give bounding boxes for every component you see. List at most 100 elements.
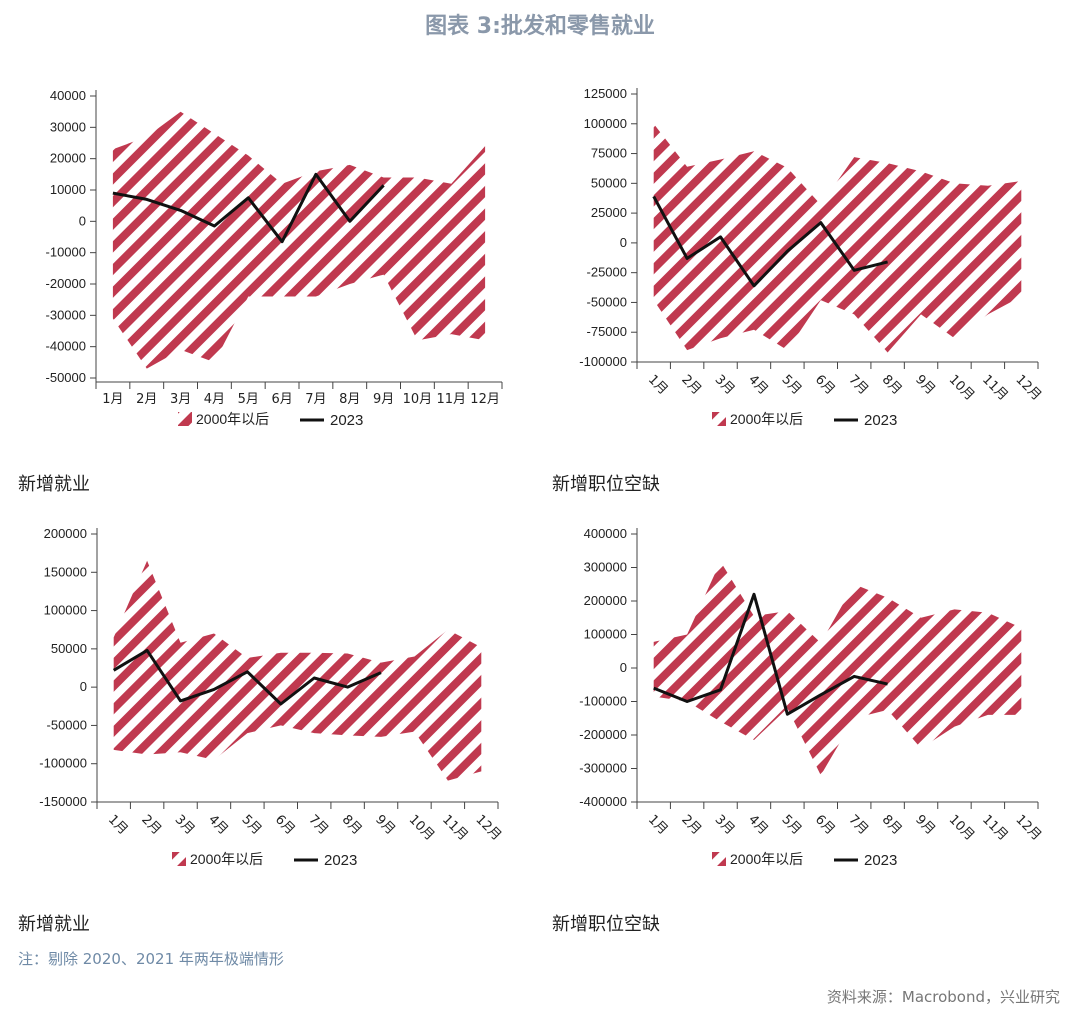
chart-2-svg: -100000 -75000 -50000 -25000 0 25000 50000 7500… — [579, 86, 1044, 429]
y-tick-label: 0 — [80, 679, 87, 694]
x-tick-label: 6月 — [812, 812, 838, 838]
y-tick-label: 0 — [79, 213, 86, 228]
legend-swatch-band — [178, 412, 192, 426]
y-tick-label: -20000 — [46, 276, 86, 291]
x-tick-label: 4月 — [205, 812, 231, 838]
x-tick-label: 7月 — [845, 372, 871, 398]
y-tick-label: 75000 — [591, 146, 627, 161]
legend-label-line: 2023 — [864, 852, 897, 869]
x-tick-label: 10月 — [406, 812, 437, 843]
y-tick-label: 100000 — [44, 603, 87, 618]
band-area — [112, 111, 486, 369]
chart-panel-1: -50000 -40000 -30000 -20000 -10000 0 10000 2000… — [0, 60, 540, 440]
y-tick: 50000 — [591, 175, 637, 190]
y-tick-label: -400000 — [579, 794, 627, 809]
y-tick: -100000 — [579, 354, 637, 369]
y-tick: 300000 — [584, 560, 637, 575]
y-tick: -25000 — [587, 265, 637, 280]
source-note: 资料来源：Macrobond，兴业研究 — [826, 988, 1060, 1006]
x-tick-label: 5月 — [239, 812, 265, 838]
y-tick: -10000 — [46, 245, 96, 260]
x-tick-label: 6月 — [271, 392, 292, 407]
x-tick-label: 8月 — [339, 812, 365, 838]
x-tick-label: 5月 — [238, 392, 259, 407]
y-tick-label: 200000 — [44, 526, 87, 541]
x-tick-label: 9月 — [912, 372, 938, 398]
y-tick: 25000 — [591, 205, 637, 220]
legend-swatch-band — [172, 852, 186, 866]
y-tick-label: 150000 — [44, 564, 87, 579]
y-tick: -200000 — [579, 727, 637, 742]
y-tick: 200000 — [584, 593, 637, 608]
legend: 2000年以后 2023 — [712, 851, 897, 869]
chart-1-caption: 新增就业 — [18, 474, 90, 495]
y-tick: -50000 — [587, 294, 637, 309]
page-title: 图表 3:批发和零售就业 — [425, 14, 655, 39]
x-tick-label: 12月 — [1012, 372, 1043, 403]
y-tick-label: -25000 — [587, 265, 627, 280]
x-tick-label: 5月 — [779, 812, 805, 838]
y-tick-label: -50000 — [587, 294, 627, 309]
footnote: 注：剔除 2020、2021 年两年极端情形 — [18, 950, 284, 968]
x-tick-label: 11月 — [439, 812, 470, 843]
x-tick-label: 4月 — [745, 812, 771, 838]
x-tick-label: 12月 — [472, 812, 503, 843]
band-area — [113, 560, 482, 781]
y-tick: 40000 — [50, 88, 96, 103]
y-tick: 75000 — [591, 146, 637, 161]
y-tick-label: 25000 — [591, 205, 627, 220]
x-tick-label: 9月 — [372, 812, 398, 838]
y-tick-label: 30000 — [50, 119, 86, 134]
y-tick-label: 50000 — [591, 175, 627, 190]
chart-3-caption: 新增就业 — [18, 914, 90, 935]
x-tick-label: 9月 — [373, 392, 394, 407]
y-tick-label: 125000 — [584, 86, 627, 101]
x-tick-label: 2月 — [678, 372, 704, 398]
series-line-2023 — [653, 592, 888, 716]
y-tick-label: -100000 — [579, 354, 627, 369]
x-tick-label: 1月 — [105, 812, 131, 838]
chart-panel-4: -400000 -300000 -200000 -100000 0 100000 20000… — [540, 500, 1080, 880]
y-tick-label: -30000 — [46, 307, 86, 322]
legend: 2000年以后 2023 — [178, 411, 363, 429]
band-area — [653, 561, 1022, 776]
x-tick-label: 3月 — [170, 392, 191, 407]
x-tick-label: 11月 — [979, 372, 1010, 403]
y-tick-label: 300000 — [584, 560, 627, 575]
chart-1-svg: -50000 -40000 -30000 -20000 -10000 0 10000 2000… — [46, 88, 503, 429]
y-tick: 200000 — [44, 526, 97, 541]
chart-4-svg: -400000 -300000 -200000 -100000 0 100000 20000… — [579, 526, 1044, 869]
legend-label-line: 2023 — [864, 412, 897, 429]
x-tick-label: 12月 — [470, 392, 500, 407]
legend-label-band: 2000年以后 — [730, 851, 803, 867]
y-tick: -300000 — [579, 761, 637, 776]
y-tick: 100000 — [584, 627, 637, 642]
x-tick-label: 6月 — [812, 372, 838, 398]
x-tick-label: 1月 — [102, 392, 123, 407]
y-tick: 100000 — [44, 603, 97, 618]
y-tick: 0 — [80, 679, 97, 694]
y-tick: 50000 — [51, 641, 97, 656]
chart-panel-2: -100000 -75000 -50000 -25000 0 25000 50000 7500… — [540, 60, 1080, 440]
series-line-2023 — [652, 195, 888, 288]
y-tick: -400000 — [579, 794, 637, 809]
y-tick: 150000 — [44, 564, 97, 579]
y-tick-label: -75000 — [587, 324, 627, 339]
y-tick-label: -100000 — [579, 694, 627, 709]
y-tick: 20000 — [50, 151, 96, 166]
y-tick-label: -300000 — [579, 761, 627, 776]
legend: 2000年以后 2023 — [712, 411, 897, 429]
x-tick-label: 1月 — [645, 372, 671, 398]
x-tick-label: 8月 — [339, 392, 360, 407]
legend-swatch-band — [712, 852, 726, 866]
legend-swatch-band — [712, 852, 726, 866]
y-tick: 125000 — [584, 86, 637, 101]
x-tick-label: 5月 — [779, 372, 805, 398]
legend-label-band: 2000年以后 — [196, 411, 269, 427]
y-tick: -20000 — [46, 276, 96, 291]
y-tick-label: 200000 — [584, 593, 627, 608]
x-tick-label: 7月 — [305, 812, 331, 838]
x-tick-label: 2月 — [678, 812, 704, 838]
x-tick-label: 1月 — [645, 812, 671, 838]
x-tick-label: 6月 — [272, 812, 298, 838]
